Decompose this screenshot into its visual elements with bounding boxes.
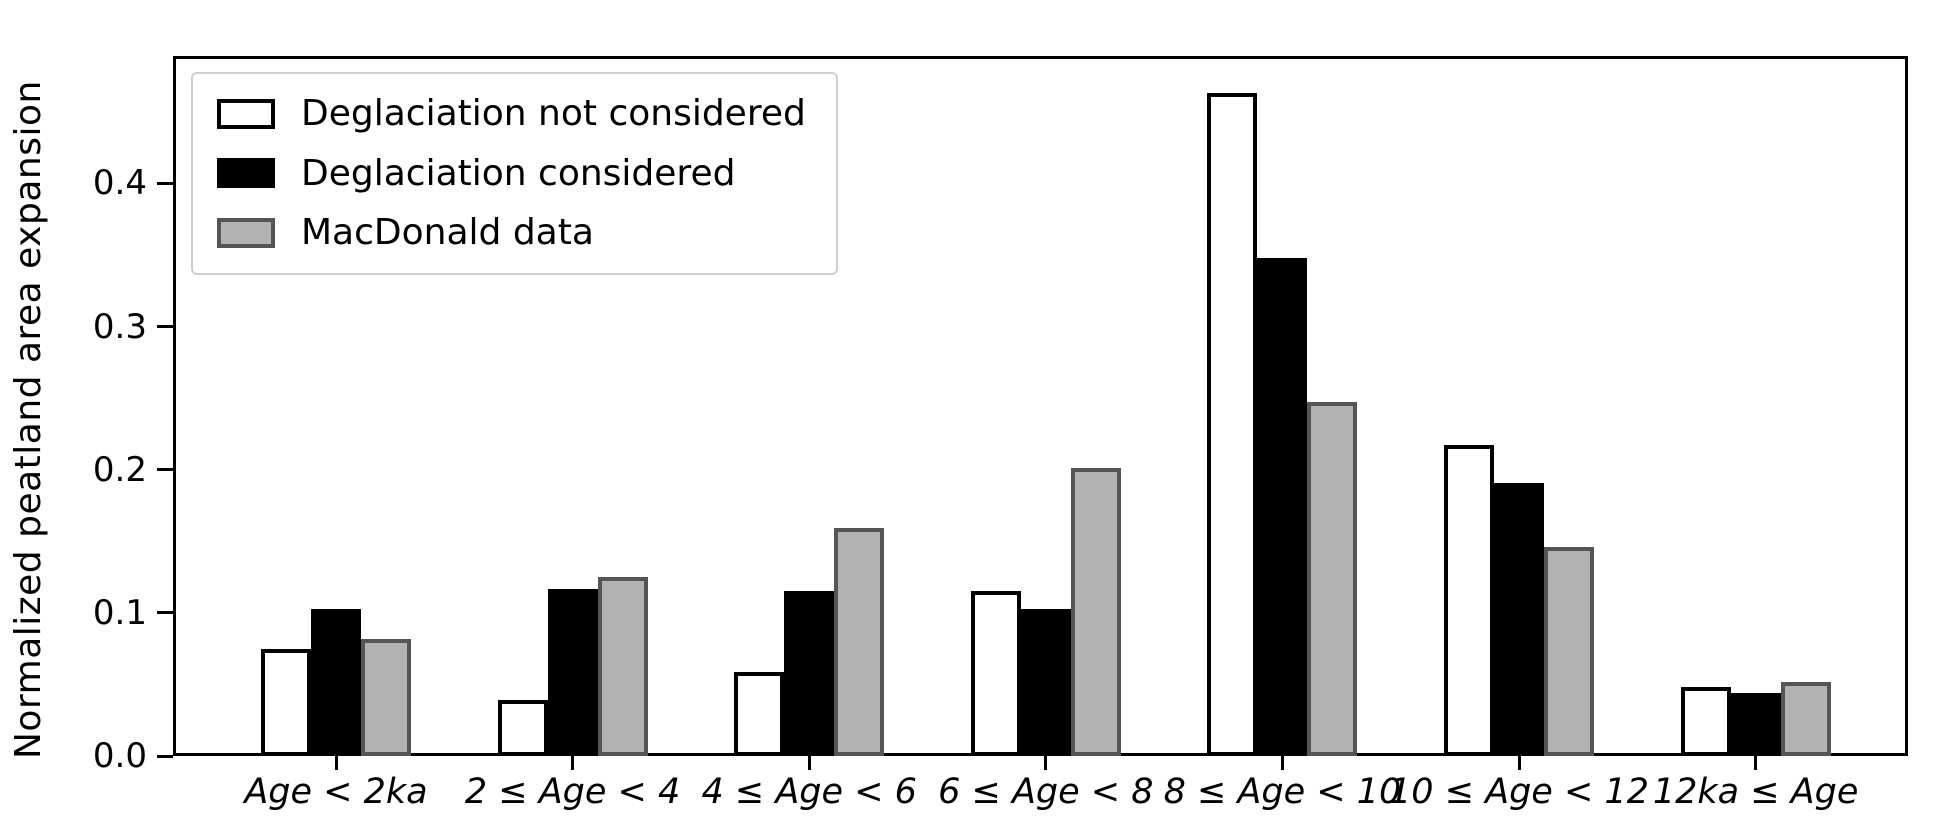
legend: Deglaciation not considered Deglaciation … bbox=[191, 72, 838, 275]
legend-item: MacDonald data bbox=[217, 213, 806, 253]
y-tick-mark bbox=[157, 181, 173, 185]
y-tick-mark bbox=[157, 325, 173, 329]
x-tick-label: 4 ≤ Age < 6 bbox=[701, 772, 917, 812]
x-tick-label: Age < 2ka bbox=[244, 772, 428, 812]
x-tick-mark bbox=[334, 756, 338, 770]
y-axis-label: Normalized peatland area expansion bbox=[8, 80, 49, 760]
legend-label: Deglaciation considered bbox=[301, 152, 736, 194]
legend-swatch bbox=[217, 158, 275, 189]
y-tick-mark bbox=[157, 468, 173, 472]
legend-item: Deglaciation not considered bbox=[217, 94, 806, 134]
x-tick-mark bbox=[1754, 756, 1758, 770]
x-tick-label: 2 ≤ Age < 4 bbox=[464, 772, 681, 812]
y-tick-mark bbox=[157, 611, 173, 615]
x-tick-label: 6 ≤ Age < 8 bbox=[938, 772, 1154, 812]
x-tick-mark bbox=[1517, 756, 1521, 770]
x-tick-mark bbox=[1044, 756, 1048, 770]
x-tick-mark bbox=[1280, 756, 1284, 770]
x-tick-label: 8 ≤ Age < 10 bbox=[1163, 772, 1402, 812]
x-tick-label: 12ka ≤ Age bbox=[1652, 772, 1859, 812]
legend-item: Deglaciation considered bbox=[217, 152, 806, 194]
y-tick-mark bbox=[157, 754, 173, 758]
x-tick-mark bbox=[571, 756, 575, 770]
legend-swatch bbox=[217, 98, 275, 129]
x-tick-mark bbox=[807, 756, 811, 770]
legend-label: Deglaciation not considered bbox=[301, 93, 806, 134]
legend-swatch bbox=[217, 217, 275, 248]
legend-label: MacDonald data bbox=[301, 212, 594, 254]
x-tick-label: 10 ≤ Age < 12 bbox=[1389, 772, 1649, 812]
